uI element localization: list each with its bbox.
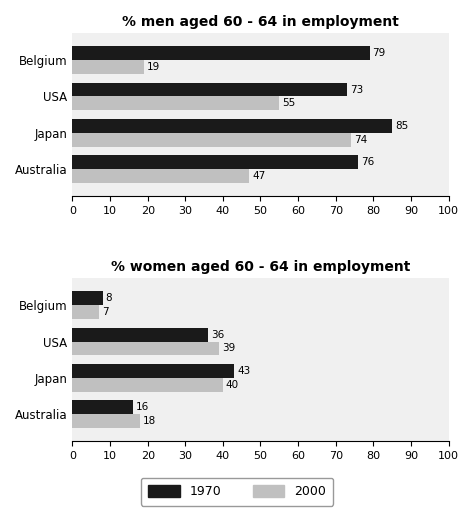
Bar [73,328,208,342]
Bar [73,60,144,74]
Text: 18: 18 [143,416,156,426]
Text: 39: 39 [222,344,236,353]
Bar [73,400,133,414]
Bar [73,169,249,183]
Text: 16: 16 [136,402,149,412]
Bar [73,378,223,392]
Bar [73,96,279,110]
Bar [73,342,219,355]
Text: 79: 79 [373,48,386,58]
Text: 47: 47 [252,171,265,181]
Bar [73,364,234,378]
Bar [73,155,358,169]
Bar [73,305,99,319]
Text: 19: 19 [147,62,160,72]
Text: 55: 55 [283,98,296,109]
Title: % women aged 60 - 64 in employment: % women aged 60 - 64 in employment [111,260,410,274]
Text: 74: 74 [354,135,367,145]
Text: 85: 85 [395,121,409,131]
Bar [73,119,392,133]
Bar [73,414,140,428]
Bar [73,291,102,305]
Text: 43: 43 [237,366,250,376]
Text: 76: 76 [361,157,374,167]
Title: % men aged 60 - 64 in employment: % men aged 60 - 64 in employment [122,15,399,29]
Text: 7: 7 [102,307,109,317]
Text: 40: 40 [226,380,239,390]
Bar [73,47,370,60]
Bar [73,133,351,146]
Legend: 1970, 2000: 1970, 2000 [141,478,333,506]
Text: 73: 73 [350,84,363,95]
Text: 8: 8 [106,293,112,304]
Bar [73,83,347,96]
Text: 36: 36 [211,330,224,339]
